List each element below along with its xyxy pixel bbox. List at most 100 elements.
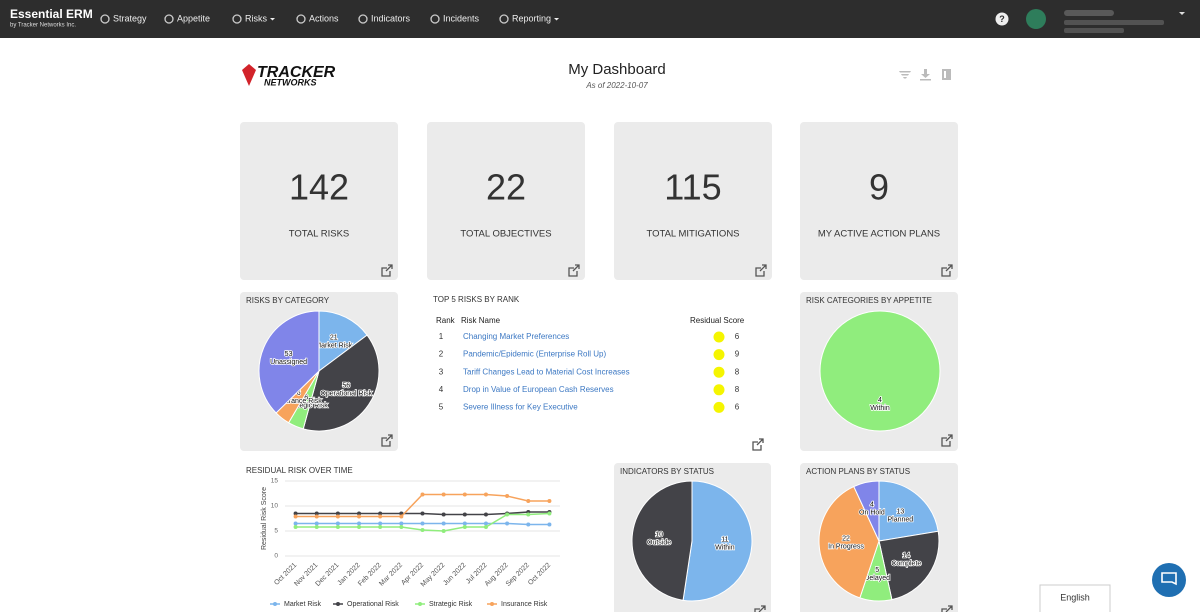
point: [420, 492, 425, 497]
point: [483, 521, 488, 526]
point: [357, 525, 362, 529]
chart-title: INDICATORS BY STATUS: [620, 467, 714, 476]
nav-icon[interactable]: [100, 14, 110, 24]
slice-value: 21: [330, 334, 338, 341]
filter-icon[interactable]: [899, 71, 911, 79]
legend-label[interactable]: Market Risk: [284, 601, 321, 608]
user-caret[interactable]: [1179, 12, 1185, 15]
nav-item[interactable]: Strategy: [113, 13, 147, 23]
open-link-icon[interactable]: [568, 264, 580, 277]
point: [420, 511, 425, 516]
point: [505, 521, 510, 526]
score-dot: [713, 349, 725, 361]
risk-link[interactable]: Changing Market Preferences: [463, 332, 569, 341]
x-tick-label: Jun 2022: [442, 562, 467, 587]
open-link-icon[interactable]: [381, 264, 393, 277]
nav-icon[interactable]: [232, 14, 242, 24]
logo-top: TRACKER: [257, 64, 336, 81]
page-title: My Dashboard: [568, 61, 666, 78]
point: [293, 511, 298, 516]
download-icon[interactable]: [920, 69, 931, 81]
risk-link[interactable]: Tariff Changes Lead to Material Cost Inc…: [463, 367, 630, 376]
open-link-icon[interactable]: [941, 605, 953, 612]
pie-slice: [302, 334, 380, 432]
y-tick-label: 0: [274, 553, 278, 560]
point: [357, 514, 362, 519]
rank: 1: [439, 332, 444, 341]
chart-title: RESIDUAL RISK OVER TIME: [246, 466, 353, 475]
point: [505, 494, 510, 498]
open-link-icon[interactable]: [755, 264, 767, 277]
point: [399, 514, 404, 519]
score-dot: [713, 401, 725, 413]
slice-label: Strategic Risk: [285, 402, 329, 409]
nav-caret[interactable]: [554, 18, 560, 21]
table-header: Risk Name: [461, 316, 501, 325]
nav-item[interactable]: Appetite: [177, 13, 210, 23]
panel-icon[interactable]: [942, 69, 951, 80]
card: [614, 122, 772, 280]
legend-marker: [273, 602, 277, 606]
open-link-icon[interactable]: [941, 264, 953, 277]
help-icon[interactable]: ?: [999, 14, 1005, 24]
nav-item[interactable]: Reporting: [512, 13, 551, 23]
nav-icon[interactable]: [164, 14, 174, 24]
toolbar-icons: [899, 69, 951, 81]
slice-value: 5: [875, 567, 879, 574]
language-button[interactable]: [1039, 584, 1111, 612]
point: [462, 525, 467, 529]
rank: 3: [439, 367, 444, 376]
rank: 4: [439, 385, 444, 394]
nav-icon[interactable]: [430, 14, 440, 24]
point: [314, 511, 319, 516]
legend-label[interactable]: Operational Risk: [347, 601, 399, 608]
point: [399, 525, 404, 529]
legend-label[interactable]: Insurance Risk: [501, 601, 548, 608]
kpi-value: 22: [486, 167, 526, 208]
slice-value: 10: [655, 531, 663, 538]
residual-score: 8: [735, 367, 740, 376]
open-link-icon[interactable]: [752, 438, 764, 451]
card: [427, 122, 585, 280]
risk-link[interactable]: Severe Illness for Key Executive: [463, 403, 578, 412]
nav-caret[interactable]: [270, 18, 275, 21]
nav-item[interactable]: Indicators: [371, 13, 411, 23]
open-link-icon[interactable]: [754, 605, 766, 612]
slice-value: 4: [870, 502, 874, 509]
legend-marker: [490, 602, 494, 606]
slice-label: Unassigned: [270, 359, 307, 366]
slice-value: 11: [721, 536, 728, 543]
slice-label: Planned: [888, 517, 914, 524]
pie-slice: [318, 310, 368, 372]
y-tick-label: 10: [271, 503, 279, 510]
residual-score: 9: [735, 350, 740, 359]
slice-value: 53: [285, 351, 293, 358]
nav-icon[interactable]: [358, 14, 368, 24]
nav-item[interactable]: Actions: [309, 13, 339, 23]
point: [526, 522, 531, 527]
chat-button[interactable]: [1152, 563, 1186, 597]
legend-label[interactable]: Strategic Risk: [429, 601, 473, 608]
point: [314, 514, 319, 519]
help-circle[interactable]: [995, 12, 1009, 26]
card: [800, 122, 958, 280]
pie-slice: [631, 480, 693, 601]
risk-link[interactable]: Pandemic/Epidemic (Enterprise Roll Up): [463, 350, 607, 359]
slice-value: 14: [902, 552, 910, 559]
point: [378, 521, 383, 526]
avatar[interactable]: [1026, 9, 1046, 29]
score-dot: [713, 384, 725, 396]
nav-item[interactable]: Risks: [245, 13, 267, 23]
open-link-icon[interactable]: [381, 434, 393, 447]
open-link-icon[interactable]: [941, 434, 953, 447]
residual-score: 6: [735, 403, 740, 412]
point: [293, 521, 298, 526]
nav-icon[interactable]: [499, 14, 509, 24]
risk-link[interactable]: Drop in Value of European Cash Reserves: [463, 385, 614, 394]
nav-item[interactable]: Incidents: [443, 13, 480, 23]
card: [240, 122, 398, 280]
pie-slice: [878, 480, 939, 542]
kpi-value: 115: [664, 167, 721, 208]
language[interactable]: English: [1060, 592, 1090, 602]
nav-icon[interactable]: [296, 14, 306, 24]
